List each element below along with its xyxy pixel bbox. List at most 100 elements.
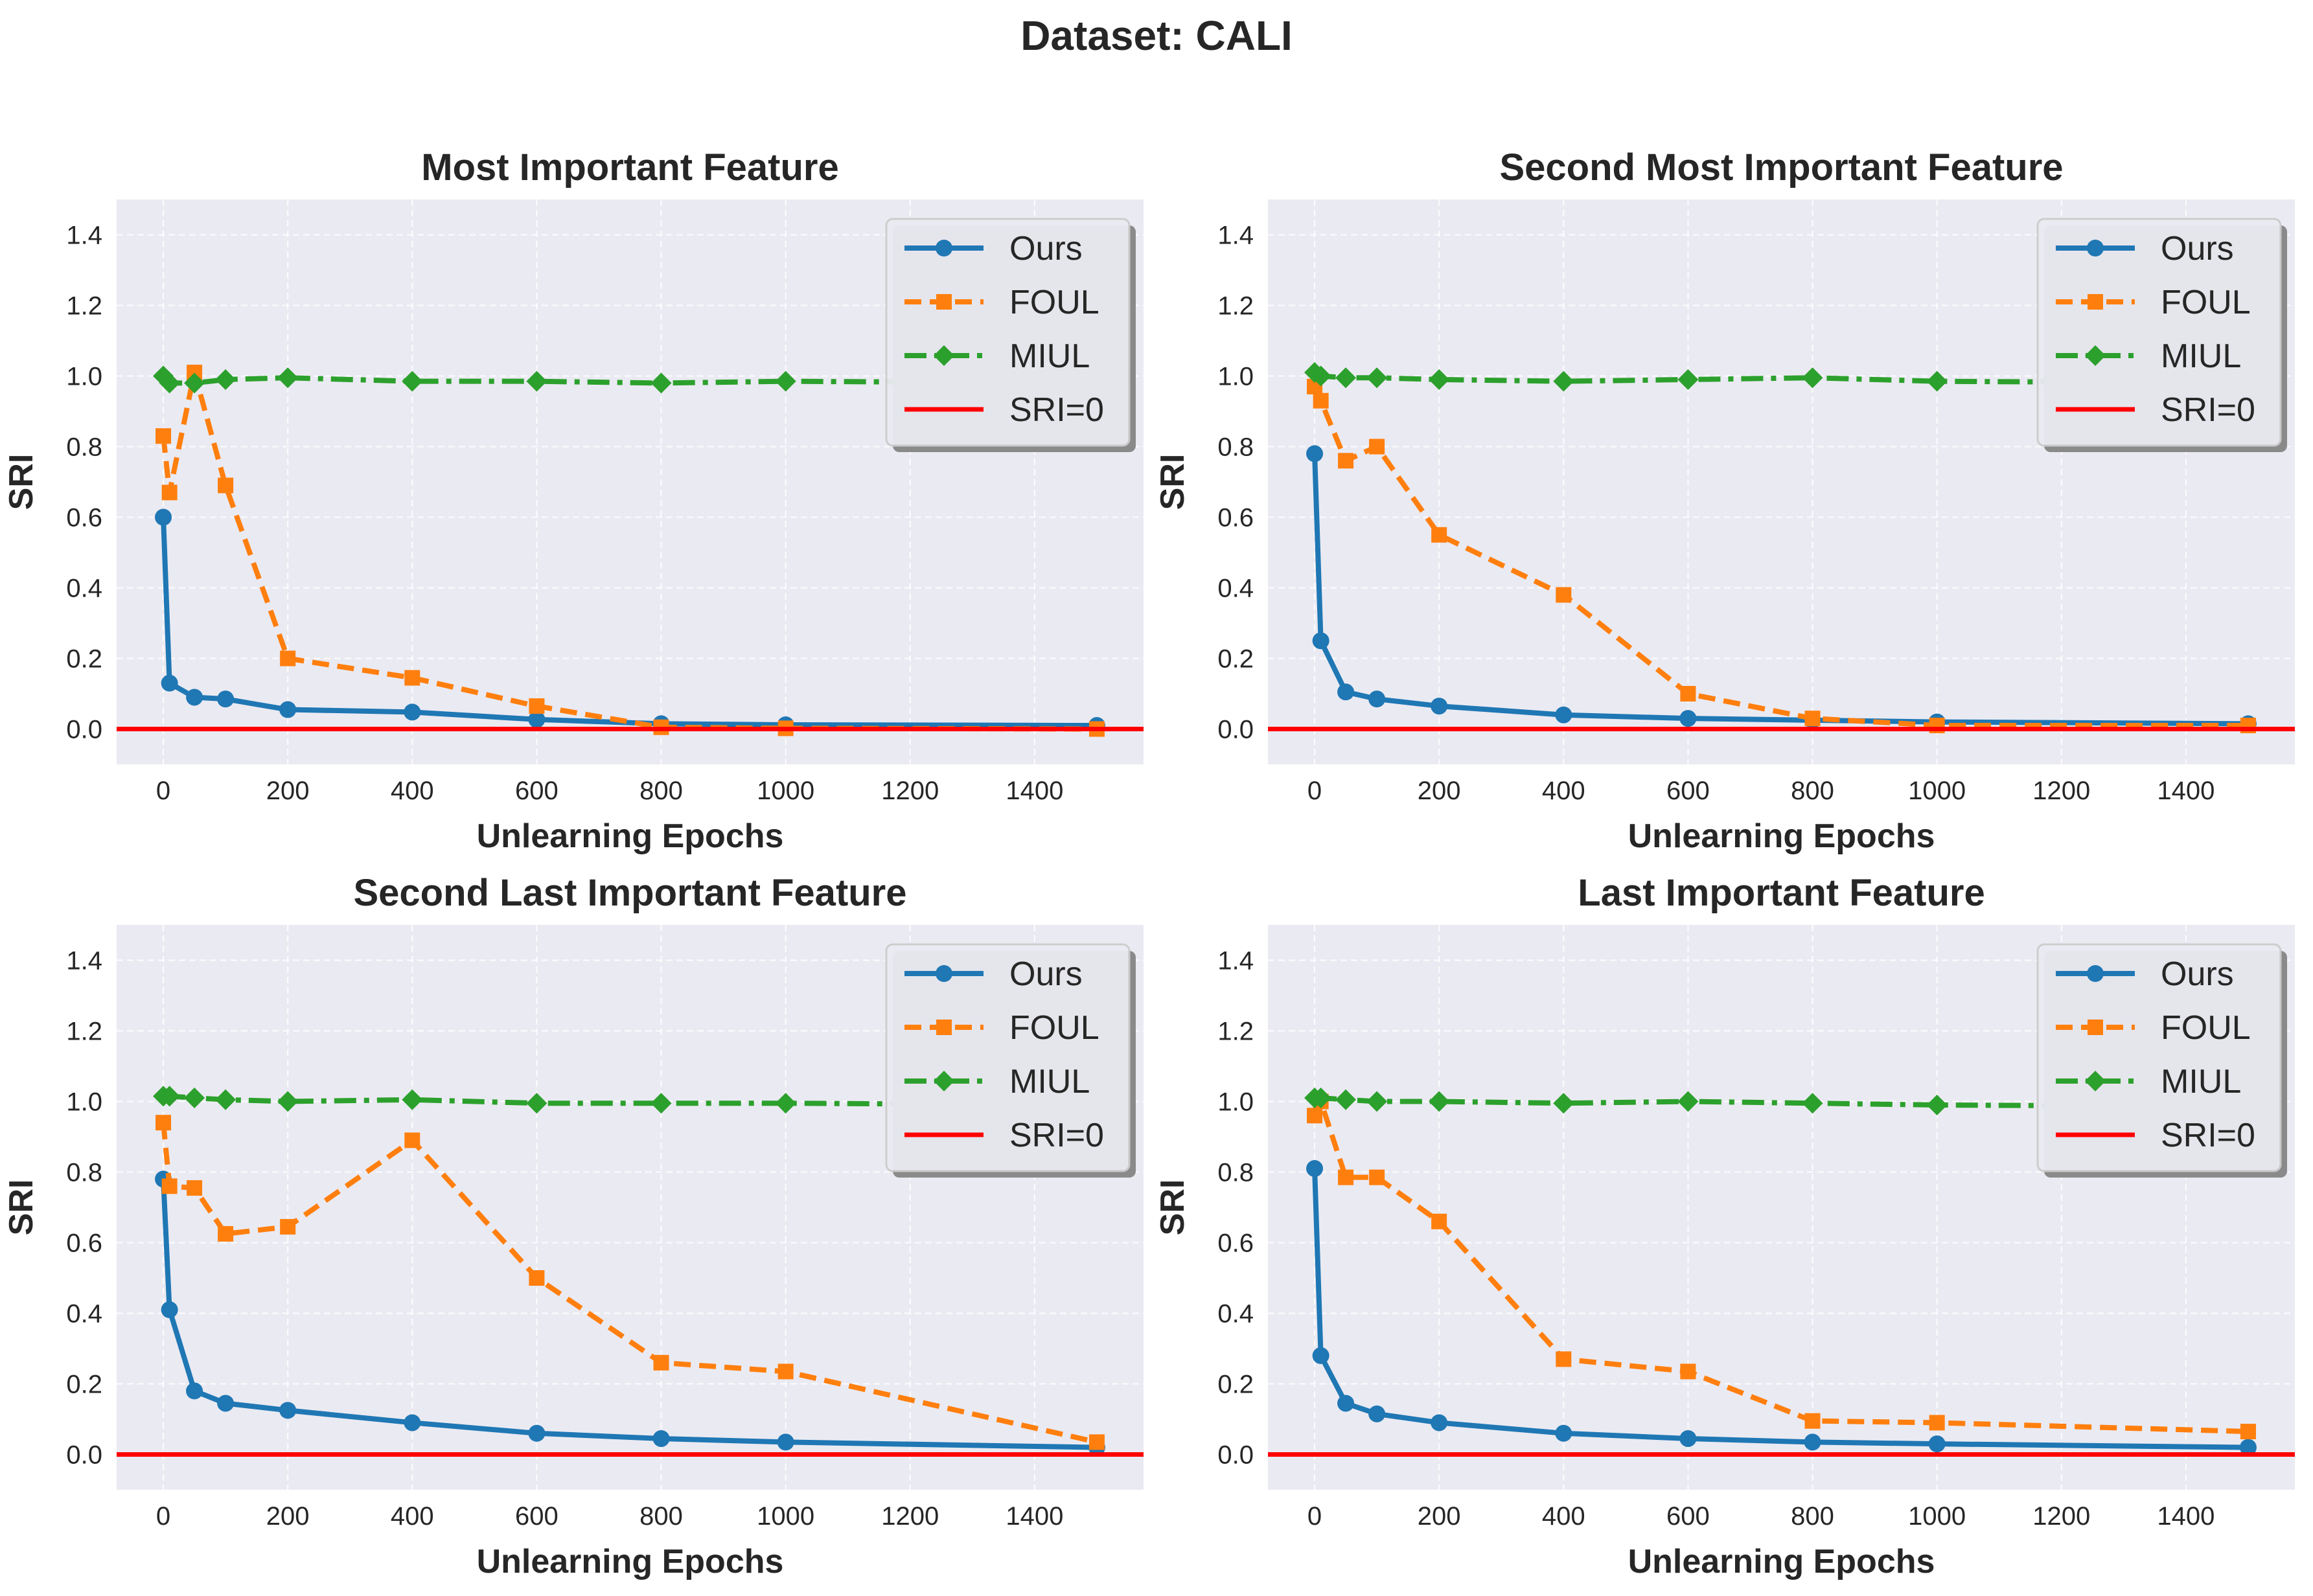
data-point-miul bbox=[775, 370, 796, 392]
x-tick-label: 0 bbox=[156, 1502, 170, 1531]
x-tick-label: 1200 bbox=[881, 777, 939, 805]
y-axis-label: SRI bbox=[3, 454, 40, 510]
y-axis-label: SRI bbox=[1154, 1180, 1191, 1236]
chart-title: Most Important Feature bbox=[421, 146, 839, 188]
data-point-ours bbox=[1928, 1435, 1946, 1453]
x-tick-label: 800 bbox=[639, 1502, 683, 1531]
series-line-foul bbox=[161, 1122, 1098, 1445]
data-point-ours bbox=[1679, 1430, 1697, 1447]
data-point-ours bbox=[1312, 632, 1329, 650]
data-point-foul bbox=[1338, 453, 1354, 469]
legend-label: SRI=0 bbox=[2161, 391, 2255, 429]
x-axis-label: Unlearning Epochs bbox=[1628, 817, 1935, 855]
x-tick-label: 1400 bbox=[2157, 1502, 2215, 1531]
y-axis-label: SRI bbox=[3, 1180, 40, 1236]
y-tick-label: 0.6 bbox=[66, 1229, 102, 1258]
figure-title: Dataset: CALI bbox=[1020, 12, 1293, 59]
data-point-miul bbox=[1926, 1094, 1948, 1115]
data-point-miul bbox=[1802, 367, 1823, 389]
legend-label: Ours bbox=[1009, 230, 1083, 268]
x-tick-label: 800 bbox=[639, 777, 683, 805]
x-tick-label: 400 bbox=[391, 1502, 434, 1531]
legend-label: SRI=0 bbox=[2161, 1117, 2255, 1154]
x-tick-label: 800 bbox=[1791, 1502, 1834, 1531]
y-tick-label: 0.6 bbox=[1217, 1229, 1254, 1258]
y-tick-label: 1.4 bbox=[1217, 222, 1254, 250]
data-point-ours bbox=[1306, 1160, 1324, 1178]
legend-box bbox=[2036, 943, 2282, 1172]
legend-box bbox=[885, 218, 1131, 447]
legend: Ours FOUL MIUL SRI=0 bbox=[885, 943, 1136, 1178]
data-point-ours bbox=[1368, 1405, 1386, 1422]
x-tick-label: 600 bbox=[515, 777, 558, 805]
data-point-miul bbox=[526, 1093, 547, 1114]
legend-marker-ours bbox=[2087, 965, 2104, 982]
data-point-miul bbox=[1366, 367, 1388, 389]
legend-marker-miul bbox=[2085, 1071, 2106, 1091]
y-tick-label: 1.2 bbox=[1217, 292, 1254, 321]
legend-label: FOUL bbox=[2161, 284, 2251, 321]
data-point-ours bbox=[777, 1433, 794, 1451]
data-point-foul bbox=[155, 1115, 172, 1131]
series-line-miul bbox=[1313, 370, 2248, 386]
data-point-miul bbox=[159, 1086, 180, 1107]
data-point-ours bbox=[1337, 683, 1355, 701]
data-point-ours bbox=[1368, 690, 1386, 708]
legend-marker-ours bbox=[936, 240, 952, 256]
data-point-ours bbox=[279, 1402, 297, 1419]
legend-label: FOUL bbox=[1009, 1009, 1099, 1047]
data-point-foul bbox=[2240, 1424, 2256, 1440]
data-point-foul bbox=[161, 1178, 178, 1194]
data-point-miul bbox=[402, 370, 423, 392]
data-point-foul bbox=[155, 428, 172, 444]
legend-box bbox=[885, 943, 1131, 1172]
legend-marker-miul bbox=[934, 345, 954, 366]
y-tick-label: 1.4 bbox=[66, 947, 102, 975]
legend-marker-ours bbox=[936, 965, 952, 982]
x-axis-label: Unlearning Epochs bbox=[477, 1543, 784, 1580]
data-point-miul bbox=[1335, 367, 1357, 389]
legend-label: MIUL bbox=[2161, 1063, 2241, 1100]
data-point-ours bbox=[186, 689, 203, 706]
x-tick-label: 1000 bbox=[1908, 1502, 1966, 1531]
x-tick-label: 400 bbox=[1542, 777, 1585, 805]
data-point-ours bbox=[404, 703, 421, 721]
series-line-ours bbox=[1312, 1168, 2248, 1450]
y-tick-label: 0.8 bbox=[66, 433, 102, 462]
x-tick-label: 1000 bbox=[757, 1502, 814, 1531]
data-point-miul bbox=[1429, 1091, 1450, 1112]
x-tick-label: 600 bbox=[1666, 777, 1710, 805]
data-point-foul bbox=[1556, 1351, 1572, 1367]
data-point-foul bbox=[1088, 1434, 1105, 1450]
data-point-foul bbox=[1556, 587, 1572, 603]
data-point-miul bbox=[1366, 1091, 1388, 1112]
y-tick-label: 1.0 bbox=[1217, 363, 1254, 391]
legend-marker-miul bbox=[934, 1071, 954, 1091]
x-axis-label: Unlearning Epochs bbox=[477, 817, 784, 855]
x-tick-label: 600 bbox=[515, 1502, 558, 1531]
data-point-miul bbox=[1310, 365, 1331, 387]
chart-panel-2: 0 200 400 600 800 1000 1200 1400 0.0 0.2 0.4 0.6 0.8… bbox=[1154, 146, 2295, 855]
data-point-ours bbox=[528, 711, 546, 728]
data-point-miul bbox=[159, 372, 180, 394]
data-point-ours bbox=[1679, 710, 1697, 727]
y-tick-label: 0.4 bbox=[1217, 1300, 1254, 1328]
x-tick-label: 1200 bbox=[881, 1502, 939, 1531]
legend-box bbox=[2036, 218, 2282, 447]
x-tick-label: 1200 bbox=[2032, 777, 2090, 805]
legend-marker-foul bbox=[2088, 1020, 2103, 1035]
legend: Ours FOUL MIUL SRI=0 bbox=[2036, 218, 2287, 452]
data-point-ours bbox=[1804, 1433, 1821, 1451]
data-point-foul bbox=[1431, 1213, 1447, 1229]
x-tick-label: 600 bbox=[1666, 1502, 1710, 1531]
data-point-foul bbox=[1369, 1169, 1385, 1185]
data-point-miul bbox=[1677, 369, 1699, 390]
data-point-foul bbox=[280, 650, 296, 667]
x-tick-label: 200 bbox=[266, 1502, 310, 1531]
data-point-foul bbox=[653, 1354, 669, 1371]
data-point-foul bbox=[404, 670, 420, 686]
legend-marker-ours bbox=[2087, 240, 2104, 256]
data-point-foul bbox=[777, 1363, 794, 1380]
y-tick-label: 0.0 bbox=[1217, 716, 1254, 744]
